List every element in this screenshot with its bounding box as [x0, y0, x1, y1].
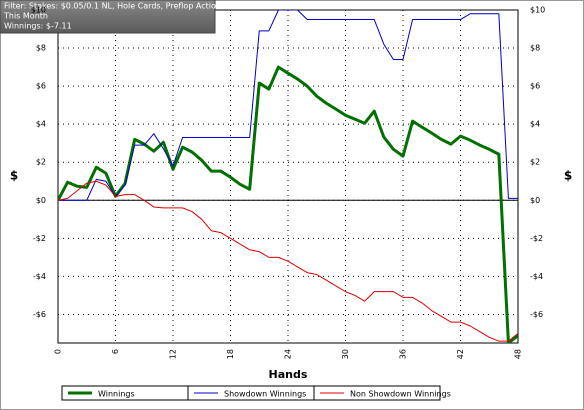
y2-tick-label: $10 — [530, 6, 545, 15]
plot-layer — [57, 9, 519, 343]
legend-label: Winnings — [98, 390, 135, 399]
y2-tick-label: $2 — [530, 158, 540, 167]
x-tick-label: 42 — [456, 349, 465, 359]
x-tick-label: 30 — [341, 349, 350, 359]
y2-tick-label: -$4 — [530, 272, 543, 281]
x-tick-label: 0 — [54, 349, 63, 354]
x-tick-label: 24 — [284, 349, 293, 359]
x-tick-label: 18 — [226, 349, 235, 359]
y-tick-label: $10 — [31, 6, 46, 15]
y-tick-label: $2 — [36, 158, 46, 167]
y2-tick-label: -$6 — [530, 310, 543, 319]
y2-tick-label: $4 — [530, 120, 540, 129]
info-background — [0, 0, 216, 34]
x-tick-label: 48 — [514, 349, 523, 359]
y-tick-label: -$4 — [33, 272, 46, 281]
series-line — [58, 10, 518, 201]
legend-box — [313, 385, 441, 401]
legend-label: Non Showdown Winnings — [350, 390, 451, 399]
y-tick-label: -$2 — [33, 234, 46, 243]
info-line: Winnings: $-7.11 — [4, 22, 72, 31]
y-tick-label: $4 — [36, 120, 46, 129]
x-tick-label: 6 — [111, 349, 120, 354]
legend-label: Showdown Winnings — [224, 390, 306, 399]
y2-axis-title: $ — [564, 169, 572, 183]
x-tick-label: 12 — [169, 349, 178, 359]
y-tick-label: $0 — [36, 196, 46, 205]
y-tick-label: $8 — [36, 44, 46, 53]
series-line — [58, 180, 518, 342]
info-box: Filter: Stakes: $0.05/0.1 NL, Hole Cards… — [0, 0, 225, 34]
y2-tick-label: $6 — [530, 82, 540, 91]
y-tick-label: $6 — [36, 82, 46, 91]
y2-tick-label: $0 — [530, 196, 540, 205]
series-line — [58, 65, 518, 343]
x-axis-title: Hands — [269, 368, 308, 381]
info-line: Filter: Stakes: $0.05/0.1 NL, Hole Cards… — [4, 2, 225, 11]
x-tick-label: 36 — [399, 349, 408, 359]
y-axis-title: $ — [10, 169, 18, 183]
y2-tick-label: -$2 — [530, 234, 543, 243]
y2-tick-label: $8 — [530, 44, 540, 53]
y-tick-label: -$6 — [33, 310, 46, 319]
info-line: This Month — [3, 12, 48, 21]
